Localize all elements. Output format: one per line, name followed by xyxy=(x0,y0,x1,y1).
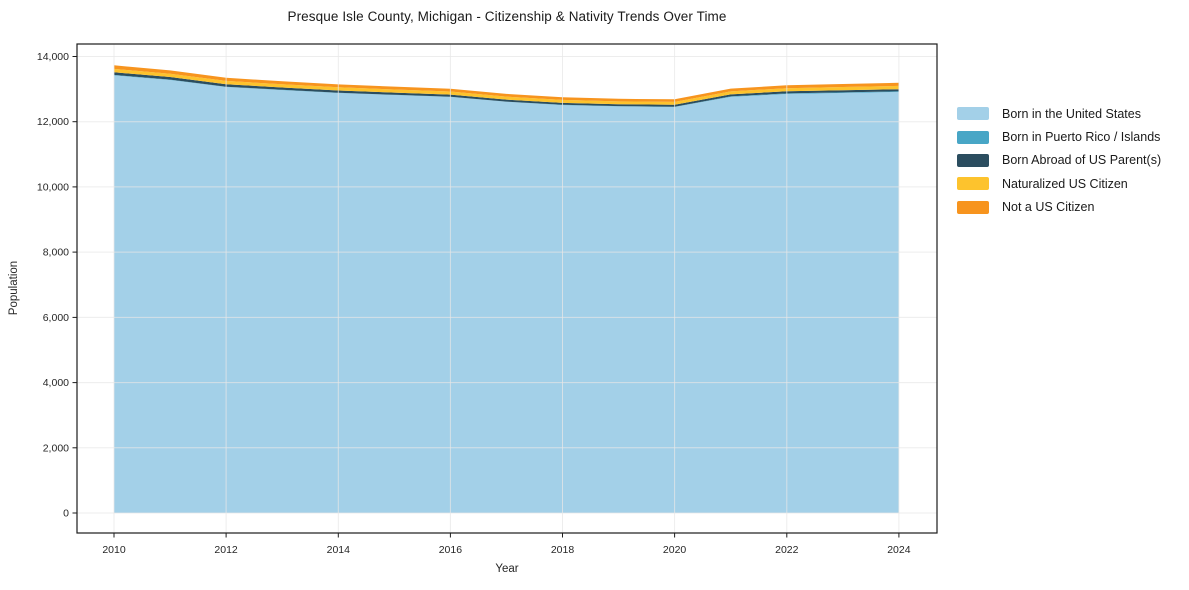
legend-label: Born in Puerto Rico / Islands xyxy=(1002,130,1161,145)
legend-item: Born in the United States xyxy=(957,102,1161,125)
legend-swatch xyxy=(957,177,989,191)
x-tick-label: 2012 xyxy=(214,544,238,556)
area-series-4 xyxy=(114,65,899,102)
x-tick-label: 2014 xyxy=(327,544,351,556)
stacked-areas xyxy=(114,65,899,514)
y-tick-label: 2,000 xyxy=(43,442,69,454)
legend-item: Naturalized US Citizen xyxy=(957,172,1161,195)
x-axis-label: Year xyxy=(495,563,519,575)
x-tick-label: 2022 xyxy=(775,544,799,556)
legend-label: Born Abroad of US Parent(s) xyxy=(1002,153,1162,168)
y-tick-label: 14,000 xyxy=(37,51,69,63)
y-tick-label: 0 xyxy=(63,508,69,520)
y-tick-label: 6,000 xyxy=(43,312,69,324)
x-tick-label: 2018 xyxy=(551,544,575,556)
axis-ticks xyxy=(72,56,900,538)
x-tick-labels: 2010 2012 2014 2016 2018 2020 2022 2024 xyxy=(102,544,910,556)
legend-swatch xyxy=(957,200,989,214)
y-tick-label: 10,000 xyxy=(37,181,69,193)
legend-swatch xyxy=(957,107,989,121)
x-tick-label: 2024 xyxy=(887,544,911,556)
y-tick-labels: 0 2,000 4,000 6,000 8,000 10,000 12,000 14,000 xyxy=(37,51,69,520)
area-series-0 xyxy=(114,75,899,514)
chart-title: Presque Isle County, Michigan - Citizens… xyxy=(287,9,727,24)
x-tick-label: 2020 xyxy=(663,544,687,556)
gridlines xyxy=(77,44,937,533)
area-series-3 xyxy=(114,68,899,105)
x-tick-label: 2016 xyxy=(439,544,463,556)
legend-item: Born in Puerto Rico / Islands xyxy=(957,125,1161,148)
legend-item: Not a US Citizen xyxy=(957,196,1161,219)
area-series-2 xyxy=(114,72,899,107)
y-tick-label: 8,000 xyxy=(43,247,69,259)
legend-swatch xyxy=(957,130,989,144)
legend-label: Naturalized US Citizen xyxy=(1002,176,1128,191)
legend: Born in the United States Born in Puerto … xyxy=(957,102,1161,219)
y-axis-label: Population xyxy=(8,260,20,316)
legend-swatch xyxy=(957,153,989,167)
plot-frame xyxy=(76,43,938,534)
legend-label: Born in the United States xyxy=(1002,106,1141,121)
legend-item: Born Abroad of US Parent(s) xyxy=(957,149,1161,172)
y-tick-label: 12,000 xyxy=(37,116,69,128)
x-tick-label: 2010 xyxy=(102,544,126,556)
legend-label: Not a US Citizen xyxy=(1002,200,1095,215)
y-tick-label: 4,000 xyxy=(43,377,69,389)
